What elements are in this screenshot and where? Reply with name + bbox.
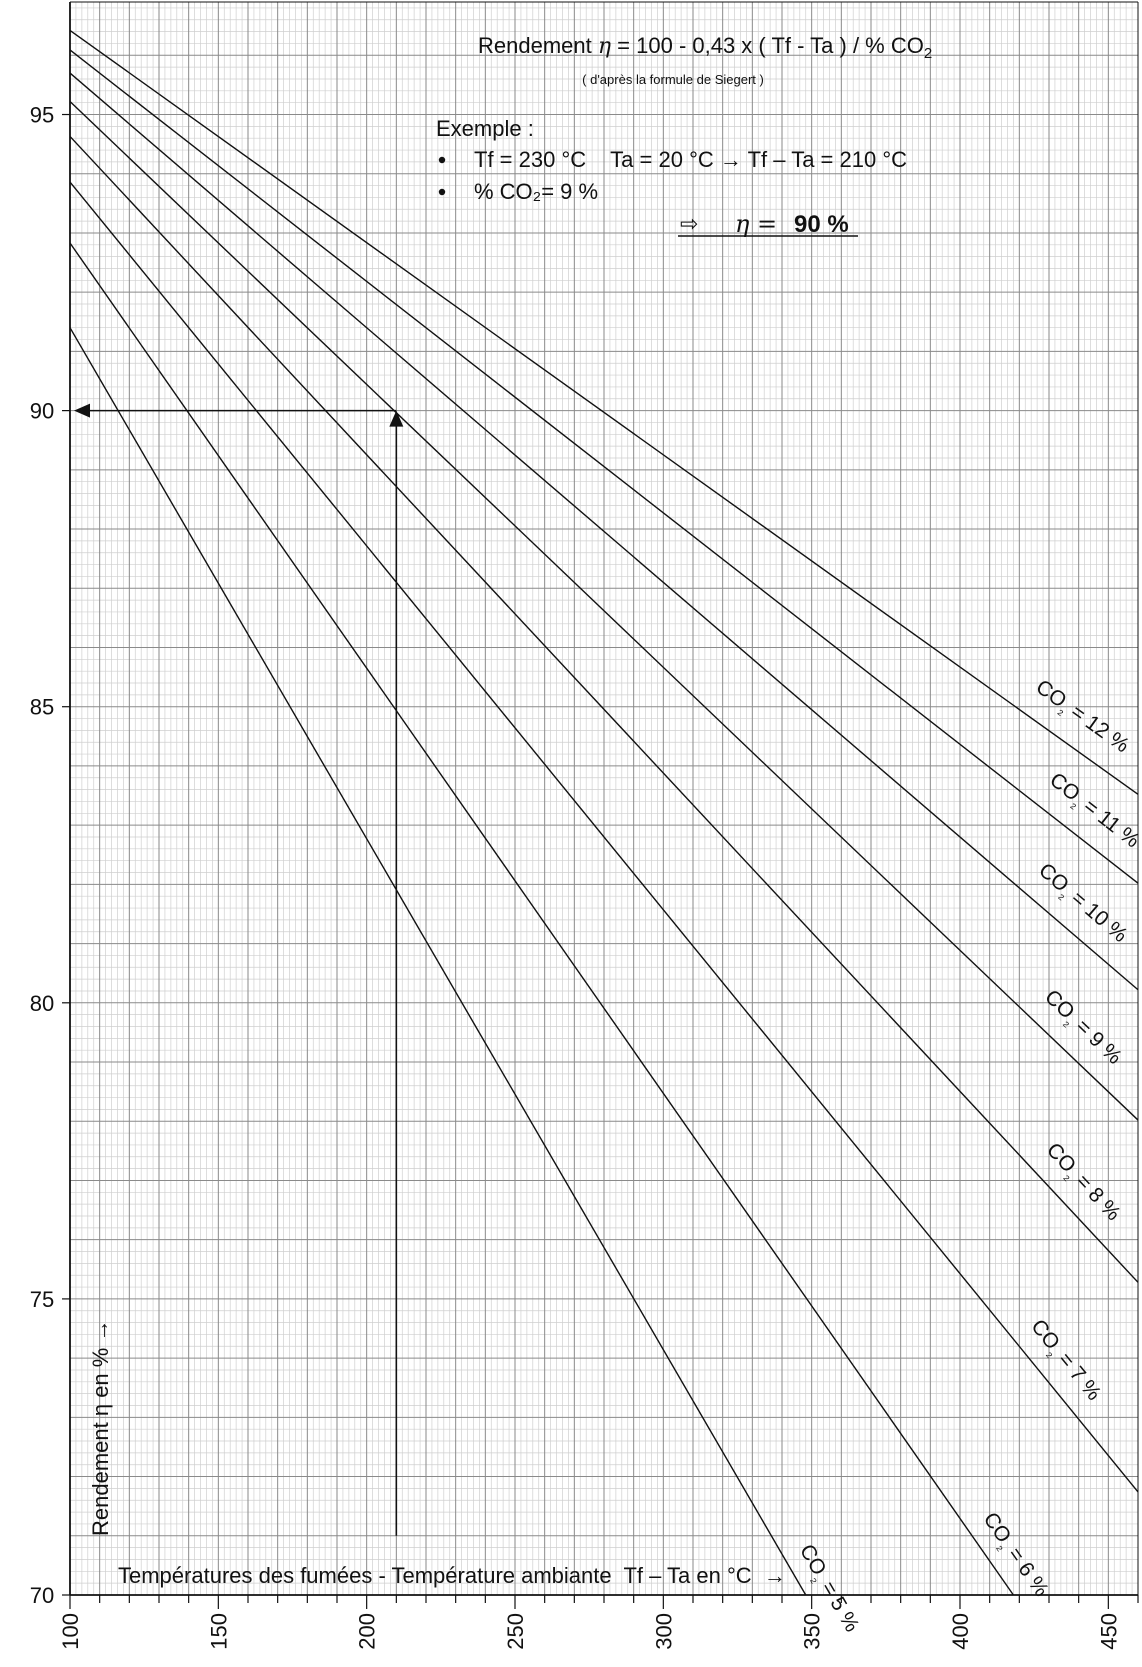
y-axis-label: Rendement η en % → <box>88 1320 113 1536</box>
y-tick-label: 70 <box>30 1583 54 1608</box>
x-tick-label: 200 <box>355 1613 380 1650</box>
result-value: 90 % <box>794 211 849 238</box>
y-axis-ticks: 70 75 80 85 90 95 <box>30 103 70 1608</box>
example-line-1: Tf = 230 °C Ta = 20 °C → Tf – Ta = 210 °… <box>474 147 907 172</box>
series-label-co2-9: CO₂ = 9 % <box>1038 985 1126 1071</box>
series-line-co2-9 <box>69 100 1139 1121</box>
y-tick-label: 90 <box>30 399 54 424</box>
series-line-co2-11 <box>69 49 1139 884</box>
series-label-co2-6: CO₂ = 6 % <box>976 1508 1053 1602</box>
chart-subtitle: ( d'après la formule de Siegert ) <box>582 72 764 87</box>
x-axis-label: Températures des fumées - Température am… <box>118 1563 786 1588</box>
series-label-co2-8: CO₂ = 8 % <box>1040 1139 1125 1228</box>
x-axis-ticks: 100 150 200 250 300 350 400 450 <box>58 1595 1139 1650</box>
series-line-co2-6 <box>69 242 1014 1596</box>
series-line-co2-7 <box>69 181 1139 1493</box>
example-arrows <box>74 403 404 1536</box>
x-tick-label: 450 <box>1096 1613 1121 1650</box>
y-tick-label: 80 <box>30 991 54 1016</box>
series-line-co2-12 <box>69 29 1139 795</box>
chart-title: Rendement η = 100 - 0,43 x ( Tf - Ta ) /… <box>478 33 932 62</box>
result-label: η = <box>735 210 777 238</box>
x-tick-label: 300 <box>651 1613 676 1650</box>
example-line-2: % CO₂= 9 % <box>474 179 598 204</box>
x-tick-label: 250 <box>503 1613 528 1650</box>
series-lines <box>69 29 1139 1596</box>
series-labels: CO₂ = 5 %CO₂ = 6 %CO₂ = 7 %CO₂ = 8 %CO₂ … <box>795 675 1142 1636</box>
y-tick-label: 75 <box>30 1287 54 1312</box>
y-tick-label: 95 <box>30 103 54 128</box>
example-result: ⇨ η = 90 % <box>678 210 858 238</box>
grid-major <box>69 2 1139 1596</box>
series-label-co2-7: CO₂ = 7 % <box>1024 1315 1105 1407</box>
x-tick-label: 400 <box>948 1613 973 1650</box>
example-left-arrowhead <box>74 403 90 418</box>
x-tick-label: 100 <box>58 1613 83 1650</box>
series-label-co2-11: CO₂ = 11 % <box>1043 768 1142 854</box>
series-line-co2-8 <box>69 135 1139 1283</box>
x-tick-label: 350 <box>800 1613 825 1650</box>
series-line-co2-5 <box>69 327 807 1596</box>
x-tick-label: 150 <box>206 1613 231 1650</box>
y-tick-label: 85 <box>30 695 54 720</box>
example-bullet-2 <box>438 188 446 196</box>
series-line-co2-10 <box>69 72 1139 991</box>
example-heading: Exemple : <box>436 116 534 141</box>
result-arrow: ⇨ <box>680 211 698 236</box>
series-label-co2-12: CO₂ = 12 % <box>1030 675 1134 759</box>
example-bullet-1 <box>438 156 446 164</box>
example-up-arrowhead <box>389 410 404 427</box>
